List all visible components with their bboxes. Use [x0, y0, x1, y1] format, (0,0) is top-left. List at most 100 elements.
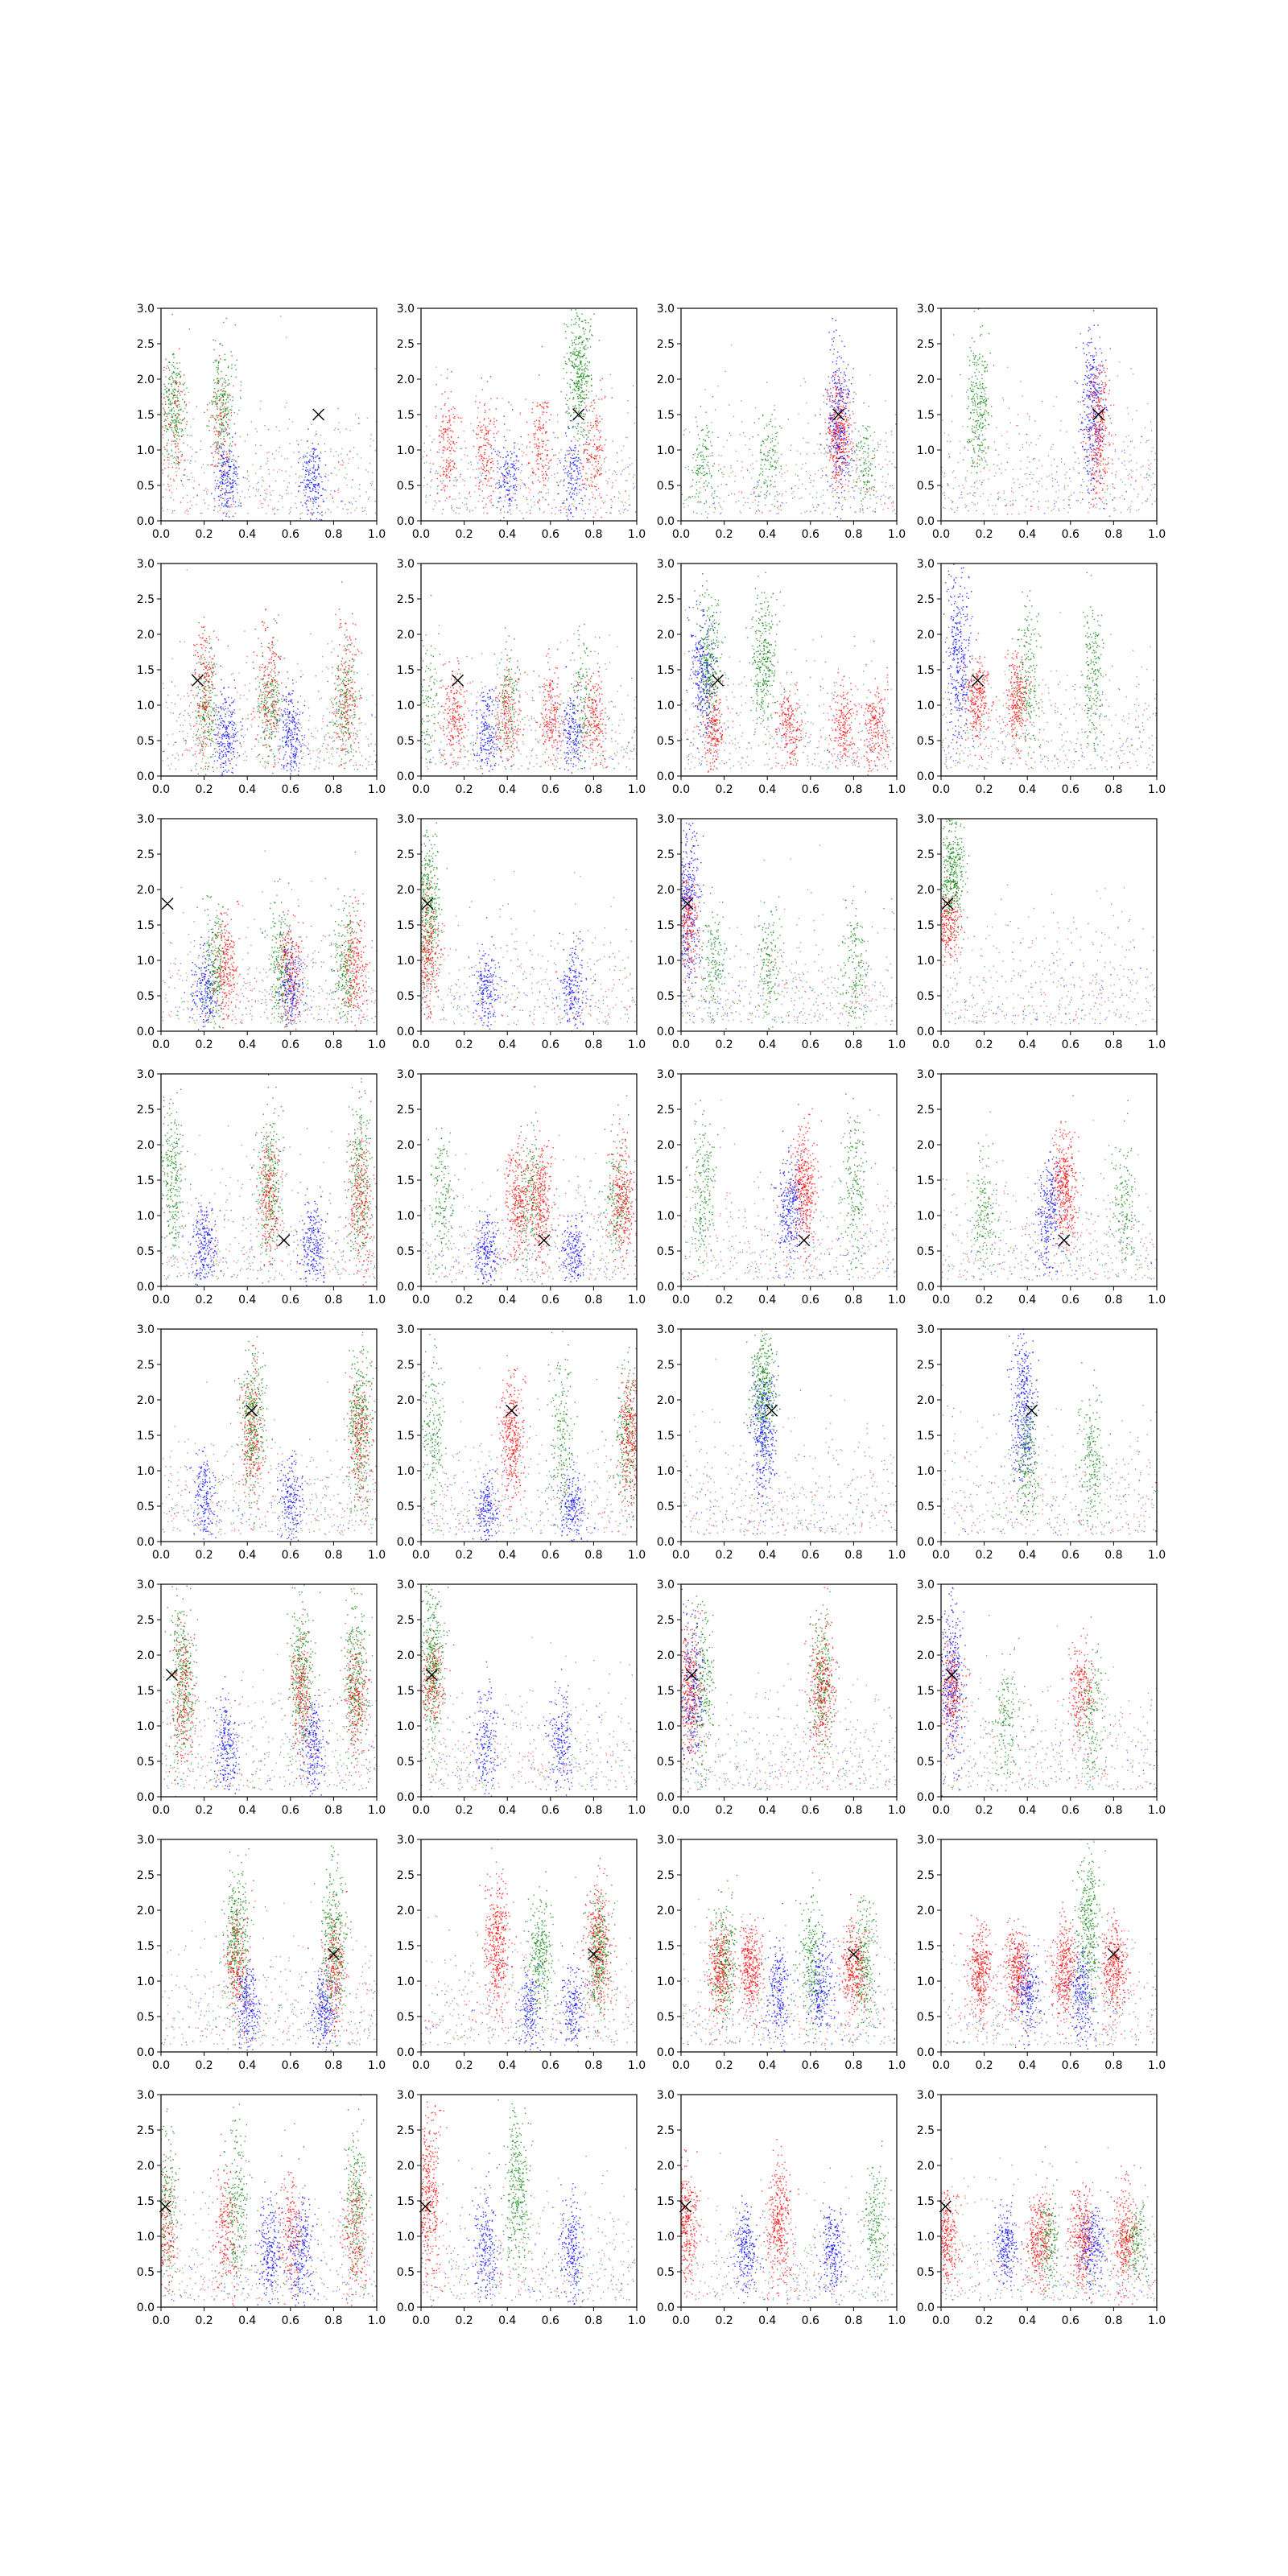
- point-green: [182, 430, 183, 431]
- point-red: [464, 454, 465, 455]
- point-green: [885, 400, 886, 401]
- point-blue: [313, 466, 314, 467]
- point-blue: [833, 426, 834, 427]
- x-tick-label: 0.6: [282, 528, 299, 541]
- point-red: [368, 472, 369, 473]
- point-blue: [573, 471, 574, 472]
- point-blue: [844, 458, 845, 459]
- point-red: [477, 417, 478, 418]
- point-red: [893, 502, 894, 503]
- point-blue: [510, 451, 511, 452]
- point-green: [693, 454, 694, 455]
- point-blue: [569, 473, 570, 474]
- point-red: [847, 402, 848, 403]
- point-red: [827, 398, 828, 399]
- point-blue: [514, 468, 515, 469]
- point-green: [572, 353, 573, 354]
- y-tick-label: 0.5: [657, 480, 675, 493]
- point-green: [699, 438, 700, 439]
- point-red: [797, 451, 798, 452]
- point-green: [456, 507, 457, 508]
- point-blue: [215, 488, 216, 489]
- point-blue: [507, 474, 508, 475]
- point-blue: [696, 513, 697, 514]
- point-green: [201, 467, 202, 468]
- point-blue: [349, 502, 350, 503]
- point-green: [765, 459, 766, 460]
- point-red: [452, 441, 453, 442]
- point-green: [853, 480, 854, 481]
- point-green: [166, 431, 167, 432]
- point-blue: [775, 475, 776, 476]
- point-green: [565, 363, 566, 364]
- point-blue: [564, 457, 565, 458]
- point-green: [177, 405, 178, 406]
- point-green: [570, 372, 571, 373]
- point-blue: [477, 477, 478, 478]
- point-blue: [441, 483, 442, 484]
- point-red: [828, 508, 829, 509]
- point-blue: [231, 451, 232, 452]
- point-red: [487, 462, 488, 463]
- point-blue: [309, 455, 310, 456]
- point-red: [856, 464, 857, 465]
- point-red: [486, 433, 487, 434]
- point-green: [569, 384, 570, 385]
- point-red: [741, 491, 742, 492]
- point-red: [622, 471, 623, 472]
- point-red: [493, 437, 494, 438]
- point-red: [461, 422, 462, 423]
- point-green: [611, 387, 612, 388]
- point-red: [484, 437, 485, 438]
- point-green: [699, 452, 700, 453]
- point-blue: [313, 479, 314, 480]
- point-red: [739, 434, 740, 435]
- point-blue: [577, 478, 578, 479]
- point-red: [543, 480, 544, 481]
- point-red: [848, 423, 849, 424]
- point-red: [586, 406, 587, 407]
- point-green: [579, 351, 580, 352]
- point-red: [483, 464, 484, 465]
- point-blue: [548, 492, 549, 493]
- point-green: [816, 497, 817, 498]
- point-red: [526, 512, 527, 513]
- point-red: [526, 422, 527, 423]
- point-red: [557, 437, 558, 438]
- point-red: [600, 380, 601, 381]
- point-red: [483, 512, 484, 513]
- point-blue: [853, 460, 854, 461]
- point-blue: [718, 502, 719, 503]
- point-red: [837, 429, 838, 430]
- point-blue: [819, 433, 820, 434]
- point-red: [806, 442, 807, 443]
- point-red: [477, 407, 478, 408]
- point-blue: [825, 389, 826, 390]
- point-blue: [222, 457, 223, 458]
- point-blue: [313, 486, 314, 487]
- point-blue: [310, 498, 311, 499]
- point-green: [568, 408, 569, 409]
- point-red: [852, 413, 853, 414]
- point-blue: [435, 501, 436, 502]
- point-green: [219, 344, 220, 345]
- point-red: [543, 473, 544, 474]
- point-red: [490, 398, 491, 399]
- point-green: [584, 378, 585, 379]
- point-blue: [307, 469, 308, 470]
- point-red: [227, 424, 228, 425]
- point-blue: [1113, 508, 1114, 509]
- point-green: [893, 488, 894, 489]
- point-green: [580, 361, 581, 362]
- point-green: [769, 469, 770, 470]
- point-red: [176, 475, 177, 476]
- point-green: [697, 456, 698, 457]
- point-blue: [843, 392, 844, 393]
- point-blue: [565, 468, 566, 469]
- point-green: [865, 468, 866, 469]
- point-blue: [587, 462, 588, 463]
- point-green: [169, 379, 170, 380]
- point-green: [776, 462, 777, 463]
- point-blue: [777, 507, 778, 508]
- point-green: [793, 491, 794, 492]
